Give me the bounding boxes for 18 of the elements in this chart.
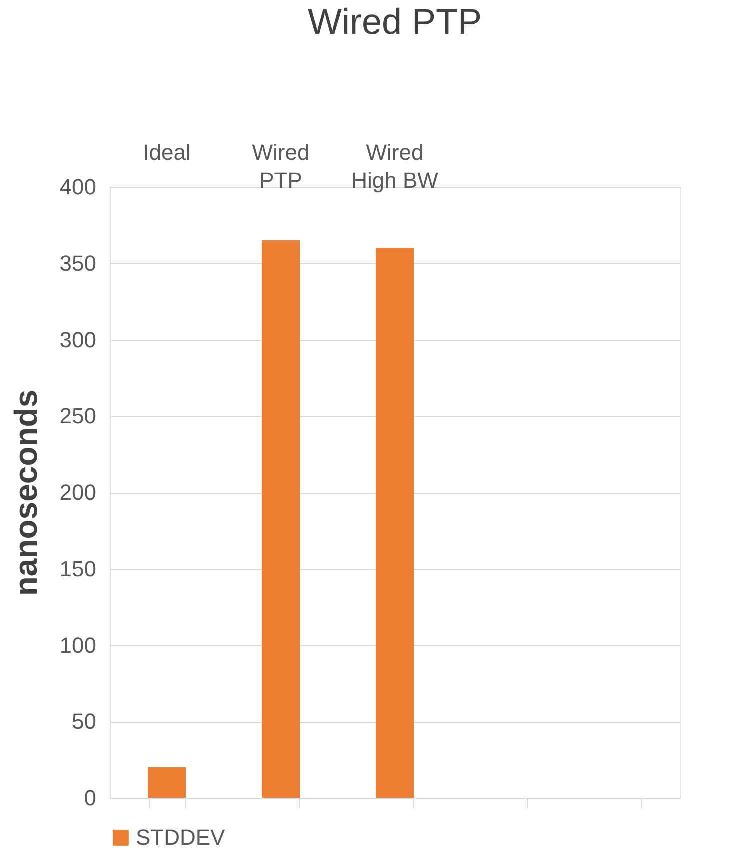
y-tick-label: 300	[60, 327, 96, 352]
chart-title: Wired PTP	[308, 1, 482, 42]
y-tick-label: 150	[60, 556, 96, 582]
bar	[148, 767, 186, 798]
y-tick-label: 100	[60, 632, 96, 658]
x-tick-label: Ideal	[143, 140, 191, 165]
y-tick-label: 250	[60, 404, 96, 429]
y-tick-label: 400	[60, 174, 96, 200]
y-tick-label: 0	[84, 786, 96, 810]
y-axis-title: nanoseconds	[8, 390, 44, 596]
y-tick-label: 200	[60, 480, 96, 505]
bar	[262, 240, 300, 798]
x-tick-label: Wired High BW	[352, 140, 439, 193]
bar	[376, 248, 414, 798]
legend-label: STDDEV	[136, 825, 226, 850]
y-tick-label: 350	[60, 250, 96, 276]
x-tick-label: Wired PTP	[252, 140, 310, 193]
y-tick-label: 50	[72, 709, 96, 734]
